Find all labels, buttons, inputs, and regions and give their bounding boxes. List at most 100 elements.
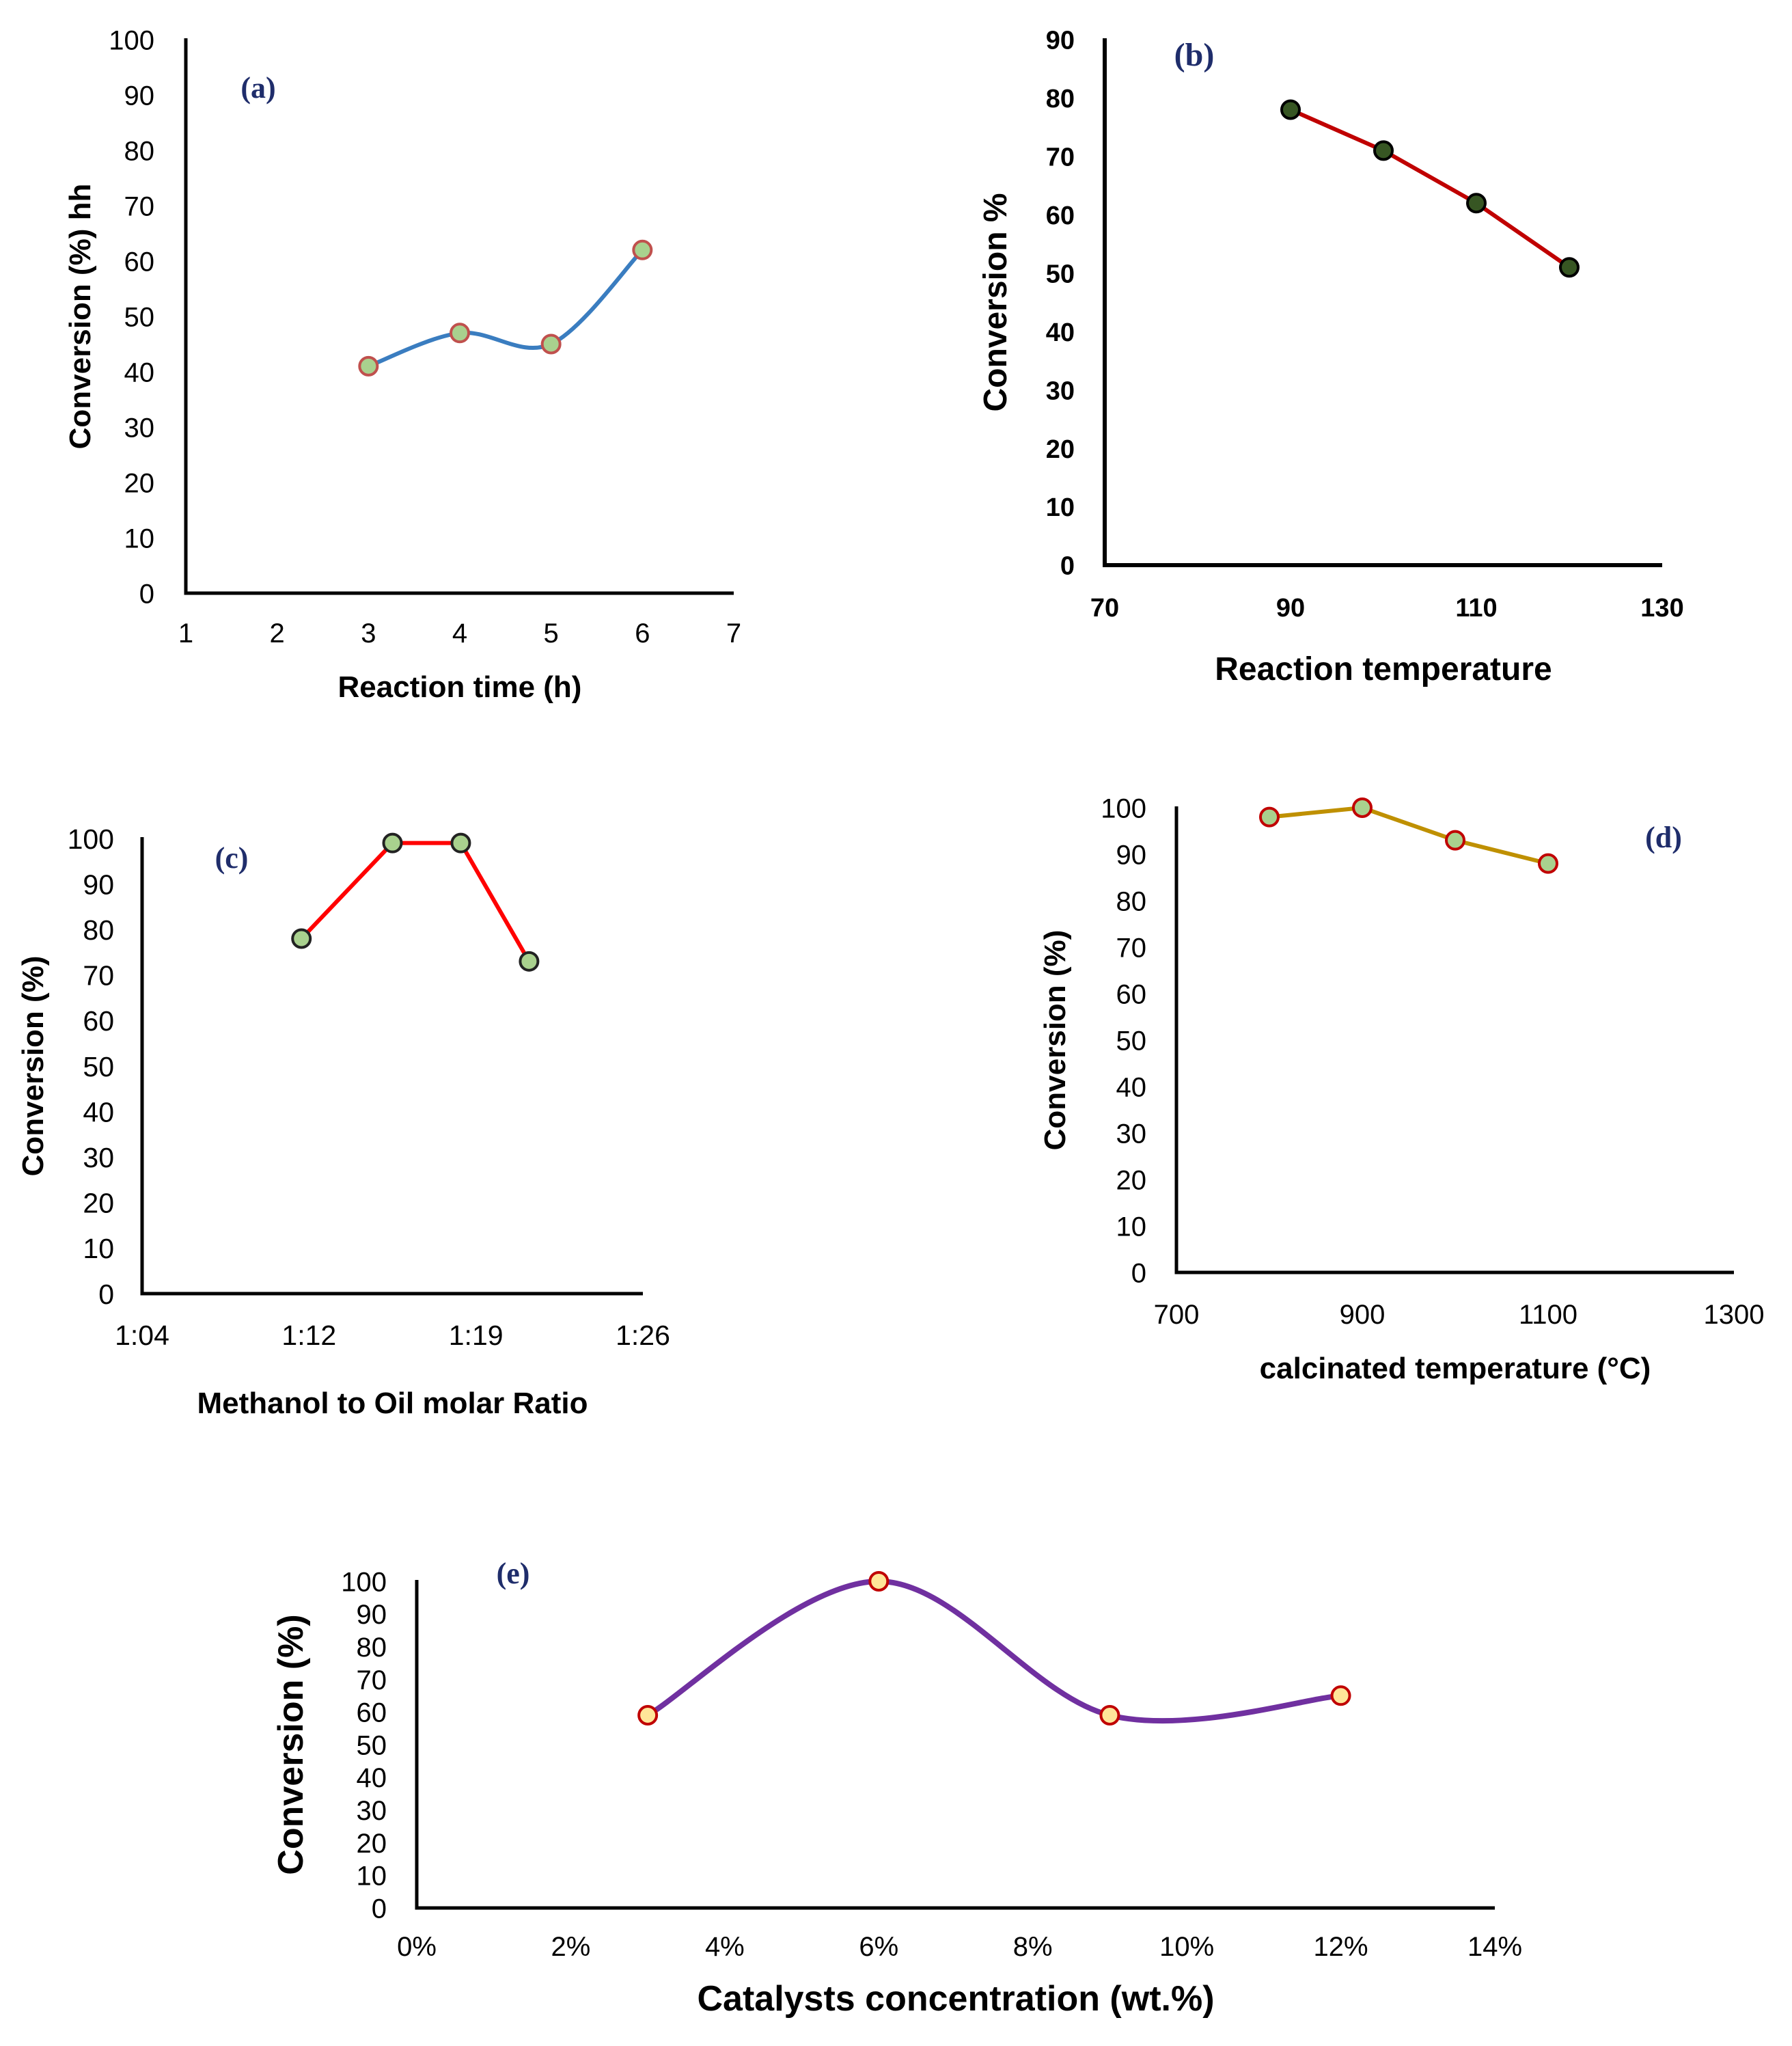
x-axis-title: Methanol to Oil molar Ratio bbox=[197, 1387, 588, 1420]
x-tick-label: 1100 bbox=[1519, 1300, 1577, 1330]
x-tick-label: 1:04 bbox=[115, 1320, 169, 1351]
y-tick-label: 70 bbox=[1116, 933, 1147, 963]
y-tick-label: 20 bbox=[1046, 435, 1075, 464]
panel-label: (b) bbox=[1174, 37, 1215, 73]
y-tick-label: 80 bbox=[1046, 85, 1075, 113]
x-tick-label: 1 bbox=[178, 618, 193, 649]
y-tick-label: 40 bbox=[124, 357, 155, 387]
x-tick-label: 1:19 bbox=[449, 1320, 504, 1351]
x-tick-label: 5 bbox=[544, 618, 559, 649]
y-tick-label: 70 bbox=[1046, 144, 1075, 172]
y-tick-label: 10 bbox=[83, 1233, 114, 1264]
x-tick-label: 12% bbox=[1314, 1932, 1368, 1962]
series-line bbox=[366, 247, 645, 368]
y-tick-label: 60 bbox=[124, 247, 155, 277]
y-tick-label: 0 bbox=[372, 1894, 387, 1924]
x-tick-label: 1:12 bbox=[281, 1320, 336, 1351]
x-tick-label: 0% bbox=[397, 1932, 437, 1962]
x-tick-label: 2 bbox=[270, 618, 285, 649]
chart-panel-d: 0 10 20 30 40 50 60 70 80 90 100 700 900 1100 1300 calc… bbox=[1038, 793, 1764, 1385]
chart-panel-c: 0 10 20 30 40 50 60 70 80 90 100 1:04 1:12 1:19 1:26 Me… bbox=[16, 823, 670, 1420]
y-tick-label: 20 bbox=[124, 468, 155, 498]
y-tick-label: 30 bbox=[357, 1796, 387, 1826]
y-tick-label: 60 bbox=[357, 1698, 387, 1728]
y-tick-label: 40 bbox=[1046, 318, 1075, 347]
panel-label: (d) bbox=[1645, 821, 1682, 854]
x-tick-label: 8% bbox=[1013, 1932, 1053, 1962]
x-tick-label: 900 bbox=[1340, 1300, 1386, 1330]
y-tick-label: 100 bbox=[341, 1567, 387, 1597]
data-point bbox=[1559, 257, 1580, 278]
y-axis-title: Conversion (%) bbox=[16, 956, 50, 1177]
y-tick-label: 10 bbox=[357, 1861, 387, 1892]
y-tick-label: 70 bbox=[357, 1665, 387, 1695]
y-tick-label: 20 bbox=[83, 1188, 114, 1219]
y-tick-label: 0 bbox=[1131, 1258, 1146, 1288]
y-tick-label: 50 bbox=[124, 302, 155, 332]
series-line bbox=[299, 841, 532, 964]
data-point bbox=[637, 1704, 659, 1726]
y-tick-label: 30 bbox=[83, 1142, 114, 1173]
data-point bbox=[632, 239, 653, 260]
y-tick-label: 80 bbox=[357, 1633, 387, 1663]
data-point bbox=[1538, 853, 1558, 874]
data-point bbox=[1330, 1685, 1351, 1706]
x-tick-label: 3 bbox=[361, 618, 376, 649]
data-point bbox=[450, 832, 471, 854]
x-axis-title: Reaction time (h) bbox=[338, 670, 582, 704]
x-tick-label: 90 bbox=[1276, 594, 1305, 623]
y-tick-label: 10 bbox=[124, 523, 155, 554]
y-tick-label: 80 bbox=[83, 914, 114, 946]
y-tick-label: 0 bbox=[98, 1279, 114, 1310]
x-axis-title: Reaction temperature bbox=[1215, 651, 1552, 687]
x-axis-title: Catalysts concentration (wt.%) bbox=[697, 1979, 1214, 2019]
y-tick-label: 30 bbox=[124, 413, 155, 443]
y-tick-label: 10 bbox=[1046, 493, 1075, 522]
data-point bbox=[1445, 830, 1465, 851]
y-tick-label: 90 bbox=[83, 869, 114, 900]
x-tick-label: 1300 bbox=[1704, 1300, 1765, 1330]
x-tick-label: 7 bbox=[726, 618, 741, 649]
y-tick-label: 80 bbox=[1116, 886, 1147, 916]
y-tick-label: 60 bbox=[83, 1005, 114, 1037]
y-axis-title: Conversion (%) bbox=[271, 1614, 311, 1874]
y-tick-label: 100 bbox=[109, 25, 154, 55]
data-point bbox=[1259, 806, 1280, 828]
y-tick-label: 80 bbox=[124, 136, 155, 166]
data-point bbox=[1352, 797, 1373, 818]
y-tick-label: 70 bbox=[83, 960, 114, 992]
y-tick-label: 20 bbox=[1116, 1165, 1147, 1195]
y-tick-label: 90 bbox=[357, 1600, 387, 1630]
series-line bbox=[1267, 806, 1550, 866]
y-tick-label: 90 bbox=[1116, 840, 1147, 870]
x-tick-label: 70 bbox=[1090, 594, 1119, 623]
y-tick-label: 0 bbox=[1060, 552, 1075, 581]
data-point bbox=[1373, 140, 1394, 161]
panel-label: (e) bbox=[497, 1557, 530, 1590]
y-tick-label: 30 bbox=[1116, 1119, 1147, 1149]
y-tick-label: 50 bbox=[83, 1051, 114, 1082]
x-tick-label: 1:26 bbox=[616, 1320, 670, 1351]
panel-label: (a) bbox=[240, 71, 275, 105]
data-point bbox=[291, 928, 312, 949]
chart-panel-a: 0 10 20 30 40 50 60 70 80 90 100 1 2 3 4 5 6 7 Reaction ti… bbox=[64, 25, 741, 704]
y-axis-title: Conversion % bbox=[978, 193, 1014, 411]
x-tick-label: 10% bbox=[1159, 1932, 1214, 1962]
y-tick-label: 100 bbox=[68, 823, 114, 855]
y-tick-label: 0 bbox=[139, 579, 154, 609]
y-tick-label: 30 bbox=[1046, 377, 1075, 405]
data-point bbox=[358, 355, 379, 377]
x-tick-label: 700 bbox=[1154, 1300, 1200, 1330]
y-tick-label: 40 bbox=[1116, 1072, 1147, 1102]
y-tick-label: 50 bbox=[1046, 260, 1075, 288]
series-line bbox=[645, 1579, 1344, 1724]
y-tick-label: 60 bbox=[1046, 202, 1075, 230]
series-line bbox=[1288, 107, 1571, 270]
x-tick-label: 4 bbox=[452, 618, 467, 649]
chart-panel-b: 0 10 20 30 40 50 60 70 80 90 70 90 110 130 Reaction te… bbox=[978, 27, 1684, 687]
data-point bbox=[1466, 193, 1487, 214]
y-tick-label: 60 bbox=[1116, 979, 1147, 1009]
y-axis-title: Conversion (%) hh bbox=[64, 184, 97, 450]
y-tick-label: 50 bbox=[357, 1730, 387, 1760]
